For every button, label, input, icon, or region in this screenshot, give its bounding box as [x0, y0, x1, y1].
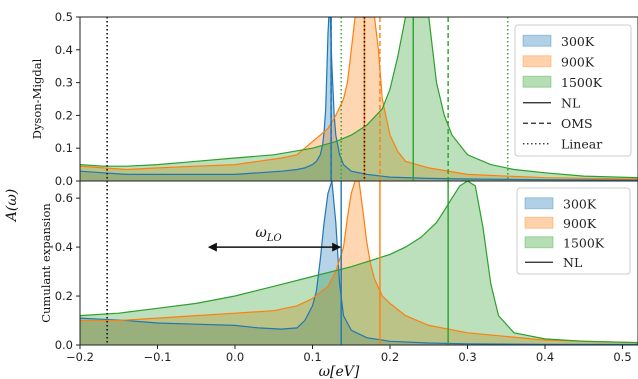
y-tick-label: 0.2 — [55, 108, 73, 122]
x-tick-label: 0.2 — [381, 350, 399, 364]
area-900k — [80, 17, 638, 181]
x-tick-label: 0.4 — [536, 350, 554, 364]
line-1500k — [80, 17, 638, 179]
x-tick-label: 0.1 — [303, 350, 321, 364]
y-axis-label: Dyson-Migdal — [30, 58, 44, 139]
legend-label: Linear — [561, 136, 602, 151]
legend-swatch — [522, 34, 552, 47]
legend-swatch — [524, 197, 554, 210]
shared-y-axis-label: A(ω) — [4, 189, 20, 223]
axes-frame — [79, 180, 638, 346]
x-tick-label: 0.5 — [613, 350, 631, 364]
panel-dyson-migdal: 0.0 0.1 0.2 0.3 0.4 0.5 Dyson-Migdal 300K 900K 15… — [30, 10, 638, 188]
y-tick-label: 0.6 — [55, 191, 73, 205]
omega-lo-label: ωLO — [255, 225, 281, 244]
x-tick-label: −0.1 — [144, 350, 172, 364]
legend-label: 300K — [563, 196, 597, 211]
y-tick-label: 0.0 — [55, 338, 73, 352]
area-300k — [80, 181, 638, 345]
line-300k — [80, 181, 638, 345]
legend-label: 1500K — [561, 75, 603, 90]
x-tick-label: 0.3 — [458, 350, 476, 364]
legend-label: NL — [563, 255, 582, 270]
x-tick-label: −0.2 — [66, 350, 94, 364]
x-axis-label: ω[eV] — [319, 364, 360, 379]
y-tick-label: 0.4 — [55, 43, 73, 57]
area-1500k — [80, 17, 638, 181]
legend-label: OMS — [561, 116, 593, 131]
legend-swatch — [524, 236, 554, 249]
x-tick-label: 0.0 — [226, 350, 244, 364]
line-1500k — [80, 181, 638, 344]
y-tick-label: 0.1 — [55, 141, 73, 155]
legend-swatch — [522, 75, 552, 88]
line-900k — [80, 17, 638, 180]
y-tick-label: 0.2 — [55, 289, 73, 303]
legend-label: 1500K — [563, 235, 605, 250]
legend: 300K 900K 1500K NL OMS Linear — [514, 24, 632, 157]
legend-label: NL — [561, 95, 580, 110]
y-axis-label: Cumulant expansion — [39, 203, 53, 323]
legend: 300K 900K 1500K NL — [516, 187, 631, 275]
legend-label: 900K — [563, 216, 597, 231]
legend-label: 900K — [561, 54, 595, 69]
legend-swatch — [522, 55, 552, 68]
y-tick-label: 0.5 — [55, 10, 73, 24]
legend-label: 300K — [561, 34, 595, 49]
y-tick-label: 0.4 — [55, 240, 73, 254]
line-300k — [80, 17, 638, 181]
area-1500k — [80, 181, 638, 345]
y-tick-label: 0.3 — [55, 76, 73, 90]
legend-swatch — [524, 216, 554, 229]
line-900k — [80, 181, 638, 344]
y-tick-label: 0.0 — [55, 174, 73, 188]
area-900k — [80, 181, 638, 345]
